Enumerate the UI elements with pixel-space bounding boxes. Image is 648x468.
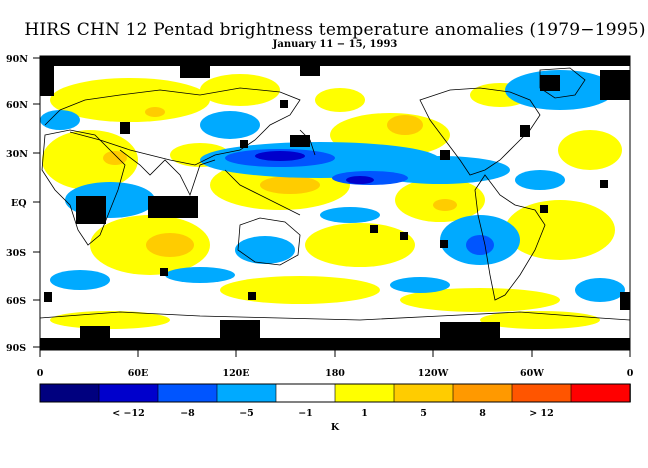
colorbar-tick-label-4: 1: [361, 408, 368, 419]
lon-label-120w: 120W: [418, 368, 449, 379]
colorbar-swatch-7: [452, 383, 513, 403]
anomaly-field: [40, 56, 630, 350]
coastlines: [40, 67, 630, 321]
missing-data-areas: [40, 56, 630, 350]
colorbar-swatch-0: [39, 383, 100, 403]
colorbar-swatches: [39, 383, 631, 403]
colorbar-swatch-4: [275, 383, 336, 403]
very-strong-cool-areas: [255, 151, 374, 184]
lat-label-60s: 60S: [6, 296, 26, 307]
colorbar-tick-label-0: < −12: [112, 408, 144, 419]
colorbar: < −12 −8 −5 −1 1 5 8 > 12 K: [39, 383, 631, 433]
lat-label-90n: 90N: [6, 54, 28, 65]
map-title: HIRS CHN 12 Pentad brightness temperatur…: [24, 20, 646, 40]
lat-label-eq: EQ: [11, 198, 27, 209]
lon-label-0-left: 0: [37, 368, 44, 379]
lon-label-60w: 60W: [520, 368, 544, 379]
longitude-axis: 0 60E 120E 180 120W 60W 0: [37, 350, 634, 379]
lat-label-30s: 30S: [6, 248, 26, 259]
colorbar-tick-label-1: −8: [180, 408, 195, 419]
colorbar-tick-label-2: −5: [239, 408, 254, 419]
latitude-axis: 90N 60N 30N EQ 30S 60S 90S: [6, 54, 40, 354]
colorbar-swatch-2: [157, 383, 218, 403]
colorbar-tick-label-3: −1: [298, 408, 313, 419]
colorbar-swatch-8: [511, 383, 572, 403]
colorbar-swatch-1: [98, 383, 159, 403]
lon-label-120e: 120E: [222, 368, 249, 379]
lat-label-30n: 30N: [6, 149, 28, 160]
lon-label-0-right: 0: [627, 368, 634, 379]
colorbar-tick-label-5: 5: [420, 408, 427, 419]
colorbar-swatch-6: [393, 383, 454, 403]
colorbar-swatch-9: [570, 383, 631, 403]
map-subtitle: January 11 − 15, 1993: [272, 39, 398, 50]
colorbar-tick-label-6: 8: [479, 408, 486, 419]
colorbar-swatch-3: [216, 383, 277, 403]
colorbar-tick-label-7: > 12: [529, 408, 554, 419]
lat-label-90s: 90S: [6, 343, 26, 354]
colorbar-swatch-5: [334, 383, 395, 403]
colorbar-tick-labels: < −12 −8 −5 −1 1 5 8 > 12: [112, 408, 553, 419]
lat-label-60n: 60N: [6, 100, 28, 111]
colorbar-unit-label: K: [331, 422, 340, 433]
lon-label-180: 180: [325, 368, 345, 379]
lon-label-60e: 60E: [128, 368, 148, 379]
